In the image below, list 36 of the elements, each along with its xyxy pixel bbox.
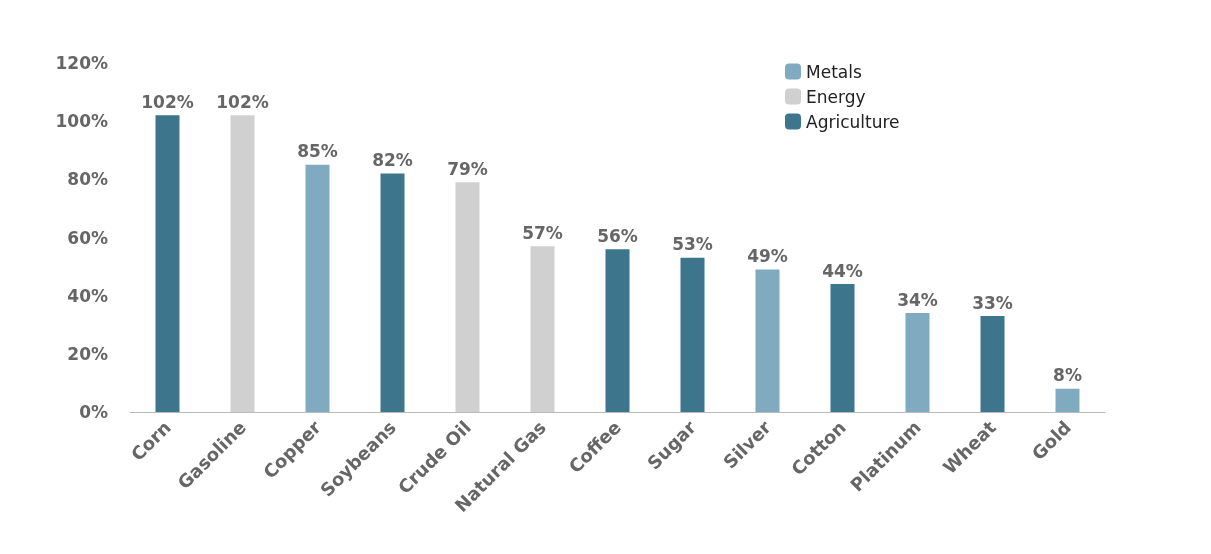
data-label: 34% [897,289,938,310]
y-tick-label: 60% [67,227,108,248]
bar [605,249,630,412]
legend-label: Energy [806,86,866,107]
bar [830,284,855,412]
bar [530,246,555,412]
y-tick-label: 100% [55,111,108,132]
data-label: 56% [597,225,638,246]
data-label: 57% [522,222,563,243]
data-label: 8% [1053,365,1082,386]
y-tick-label: 0% [79,402,108,422]
bar [905,313,930,412]
bar [1055,388,1080,412]
y-tick-label: 80% [67,169,108,190]
bar [680,257,705,412]
data-label: 44% [822,260,863,281]
data-label: 53% [672,234,713,255]
bar [230,115,255,412]
y-tick-label: 120% [55,53,108,73]
legend-label: Metals [806,61,862,82]
bar [755,269,780,412]
bar [305,164,330,412]
legend-label: Agriculture [806,111,900,132]
bar [980,316,1005,412]
data-label: 33% [972,292,1013,313]
y-tick-label: 40% [67,285,108,306]
data-label: 79% [447,158,488,179]
bar [455,182,480,412]
data-label: 85% [297,141,338,162]
data-label: 102% [141,91,194,112]
data-label: 102% [216,91,269,112]
data-label: 49% [747,245,788,266]
data-label: 82% [372,150,413,171]
y-tick-label: 20% [67,343,108,364]
bar [155,115,180,412]
bar [380,173,405,412]
